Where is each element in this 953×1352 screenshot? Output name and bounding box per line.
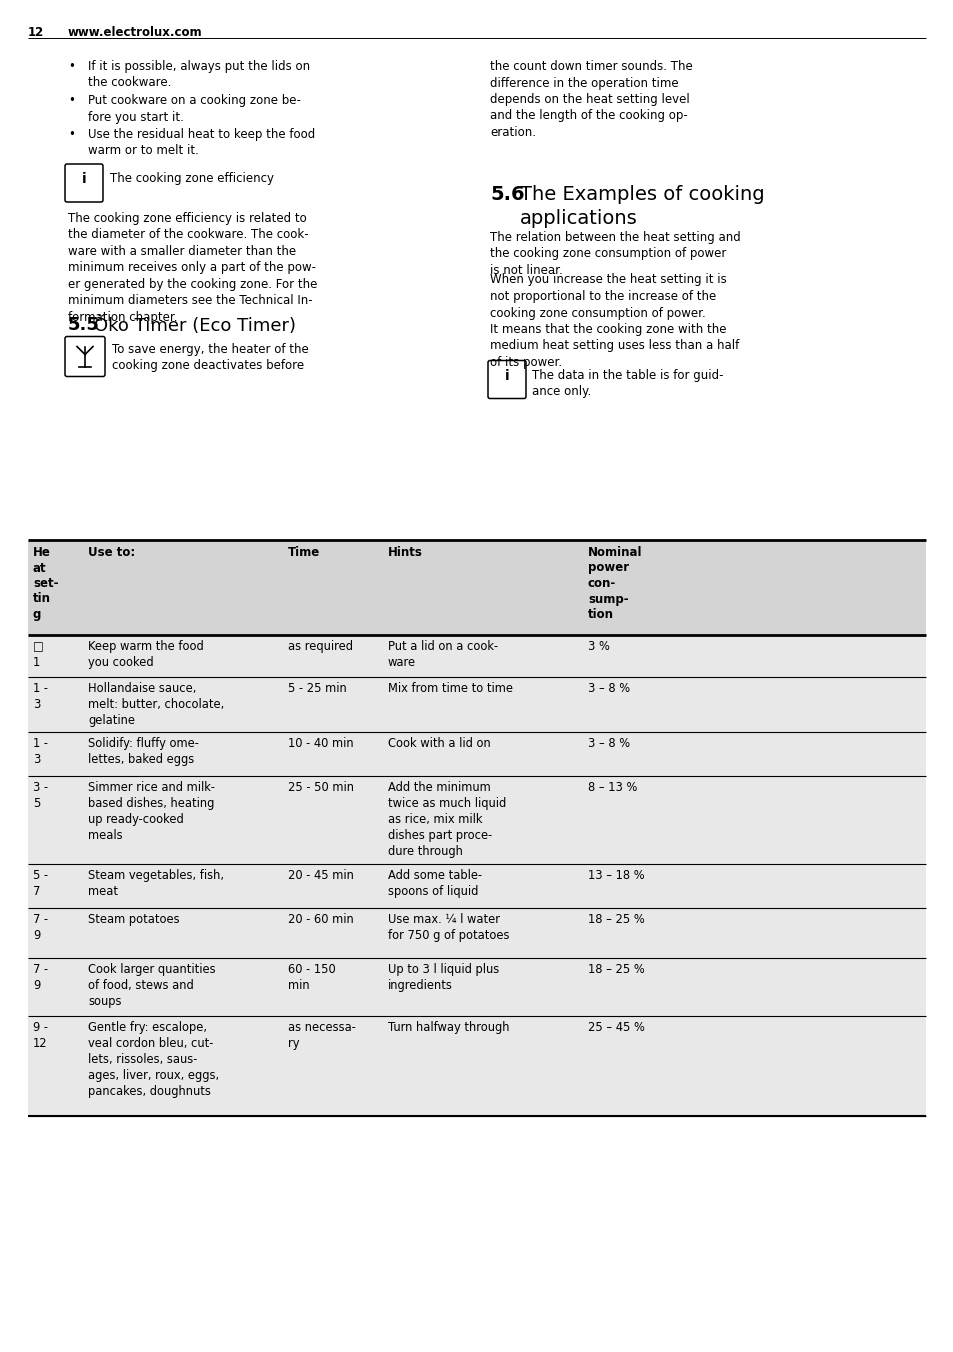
Bar	[28, 677, 925, 731]
Text: 13 – 18 %: 13 – 18 %	[587, 869, 644, 882]
Text: 18 – 25 %: 18 – 25 %	[587, 963, 644, 976]
Text: •: •	[68, 95, 74, 107]
Text: Put cookware on a cooking zone be-
fore you start it.: Put cookware on a cooking zone be- fore …	[88, 95, 300, 123]
Text: Gentle fry: escalope,
veal cordon bleu, cut-
lets, rissoles, saus-
ages, liver, : Gentle fry: escalope, veal cordon bleu, …	[88, 1021, 219, 1098]
Text: 5 -
7: 5 - 7	[33, 869, 48, 898]
Text: Mix from time to time: Mix from time to time	[388, 681, 513, 695]
Text: i: i	[504, 369, 509, 383]
Text: Öko Timer (Eco Timer): Öko Timer (Eco Timer)	[94, 316, 295, 334]
Text: 3 – 8 %: 3 – 8 %	[587, 737, 630, 750]
Text: Cook with a lid on: Cook with a lid on	[388, 737, 490, 750]
Text: 5 - 25 min: 5 - 25 min	[288, 681, 346, 695]
Text: Use max. ¼ l water
for 750 g of potatoes: Use max. ¼ l water for 750 g of potatoes	[388, 913, 509, 942]
Text: 7 -
9: 7 - 9	[33, 913, 48, 942]
Text: 25 - 50 min: 25 - 50 min	[288, 781, 354, 794]
Text: Steam potatoes: Steam potatoes	[88, 913, 179, 926]
FancyBboxPatch shape	[65, 337, 105, 376]
Text: Put a lid on a cook-
ware: Put a lid on a cook- ware	[388, 639, 497, 669]
Text: the count down timer sounds. The
difference in the operation time
depends on the: the count down timer sounds. The differe…	[490, 59, 692, 139]
Bar	[28, 776, 925, 864]
Text: 8 – 13 %: 8 – 13 %	[587, 781, 637, 794]
Text: •: •	[68, 59, 74, 73]
Text: Up to 3 l liquid plus
ingredients: Up to 3 l liquid plus ingredients	[388, 963, 498, 992]
Text: 9 -
12: 9 - 12	[33, 1021, 48, 1051]
Text: 3 – 8 %: 3 – 8 %	[587, 681, 630, 695]
Text: The cooking zone efficiency is related to
the diameter of the cookware. The cook: The cooking zone efficiency is related t…	[68, 212, 317, 324]
Text: 18 – 25 %: 18 – 25 %	[587, 913, 644, 926]
FancyBboxPatch shape	[65, 164, 103, 201]
Text: Time: Time	[288, 546, 320, 558]
Text: •: •	[68, 128, 74, 141]
Text: 25 – 45 %: 25 – 45 %	[587, 1021, 644, 1034]
Bar	[28, 539, 925, 635]
Text: He
at
set-
tin
g: He at set- tin g	[33, 546, 58, 621]
Text: www.electrolux.com: www.electrolux.com	[68, 26, 202, 39]
Text: Use the residual heat to keep the food
warm or to melt it.: Use the residual heat to keep the food w…	[88, 128, 314, 157]
Text: 5.5: 5.5	[68, 316, 100, 334]
Text: □
1: □ 1	[33, 639, 44, 669]
Text: When you increase the heat setting it is
not proportional to the increase of the: When you increase the heat setting it is…	[490, 273, 739, 369]
Bar	[28, 731, 925, 776]
Text: Nominal
power
con-
sump-
tion: Nominal power con- sump- tion	[587, 546, 641, 621]
Text: The Examples of cooking
applications: The Examples of cooking applications	[519, 185, 763, 228]
Text: Hints: Hints	[388, 546, 422, 558]
Text: Solidify: fluffy ome-
lettes, baked eggs: Solidify: fluffy ome- lettes, baked eggs	[88, 737, 198, 767]
Text: The data in the table is for guid-
ance only.: The data in the table is for guid- ance …	[532, 369, 722, 397]
Text: Steam vegetables, fish,
meat: Steam vegetables, fish, meat	[88, 869, 224, 898]
Text: 3 -
5: 3 - 5	[33, 781, 48, 810]
Text: 60 - 150
min: 60 - 150 min	[288, 963, 335, 992]
Bar	[28, 909, 925, 959]
Text: Turn halfway through: Turn halfway through	[388, 1021, 509, 1034]
Text: 12: 12	[28, 26, 44, 39]
Bar	[28, 864, 925, 909]
Text: 3 %: 3 %	[587, 639, 609, 653]
Text: as required: as required	[288, 639, 353, 653]
Text: To save energy, the heater of the
cooking zone deactivates before: To save energy, the heater of the cookin…	[112, 342, 309, 372]
Bar	[28, 1015, 925, 1115]
Text: 1 -
3: 1 - 3	[33, 737, 48, 767]
Text: Keep warm the food
you cooked: Keep warm the food you cooked	[88, 639, 204, 669]
Bar	[28, 959, 925, 1015]
Text: Simmer rice and milk-
based dishes, heating
up ready-cooked
meals: Simmer rice and milk- based dishes, heat…	[88, 781, 214, 842]
Text: The cooking zone efficiency: The cooking zone efficiency	[110, 172, 274, 185]
Text: If it is possible, always put the lids on
the cookware.: If it is possible, always put the lids o…	[88, 59, 310, 89]
Text: 7 -
9: 7 - 9	[33, 963, 48, 992]
Text: Add the minimum
twice as much liquid
as rice, mix milk
dishes part proce-
dure t: Add the minimum twice as much liquid as …	[388, 781, 506, 859]
Text: i: i	[82, 172, 86, 187]
Text: 1 -
3: 1 - 3	[33, 681, 48, 711]
Text: Hollandaise sauce,
melt: butter, chocolate,
gelatine: Hollandaise sauce, melt: butter, chocola…	[88, 681, 224, 727]
Text: 5.6: 5.6	[490, 185, 524, 204]
Text: Add some table-
spoons of liquid: Add some table- spoons of liquid	[388, 869, 481, 898]
Text: 10 - 40 min: 10 - 40 min	[288, 737, 354, 750]
FancyBboxPatch shape	[488, 361, 525, 399]
Text: Use to:: Use to:	[88, 546, 135, 558]
Text: as necessa-
ry: as necessa- ry	[288, 1021, 355, 1051]
Text: The relation between the heat setting and
the cooking zone consumption of power
: The relation between the heat setting an…	[490, 231, 740, 277]
Text: Cook larger quantities
of food, stews and
soups: Cook larger quantities of food, stews an…	[88, 963, 215, 1009]
Bar	[28, 635, 925, 677]
Text: 20 - 60 min: 20 - 60 min	[288, 913, 354, 926]
Text: 20 - 45 min: 20 - 45 min	[288, 869, 354, 882]
